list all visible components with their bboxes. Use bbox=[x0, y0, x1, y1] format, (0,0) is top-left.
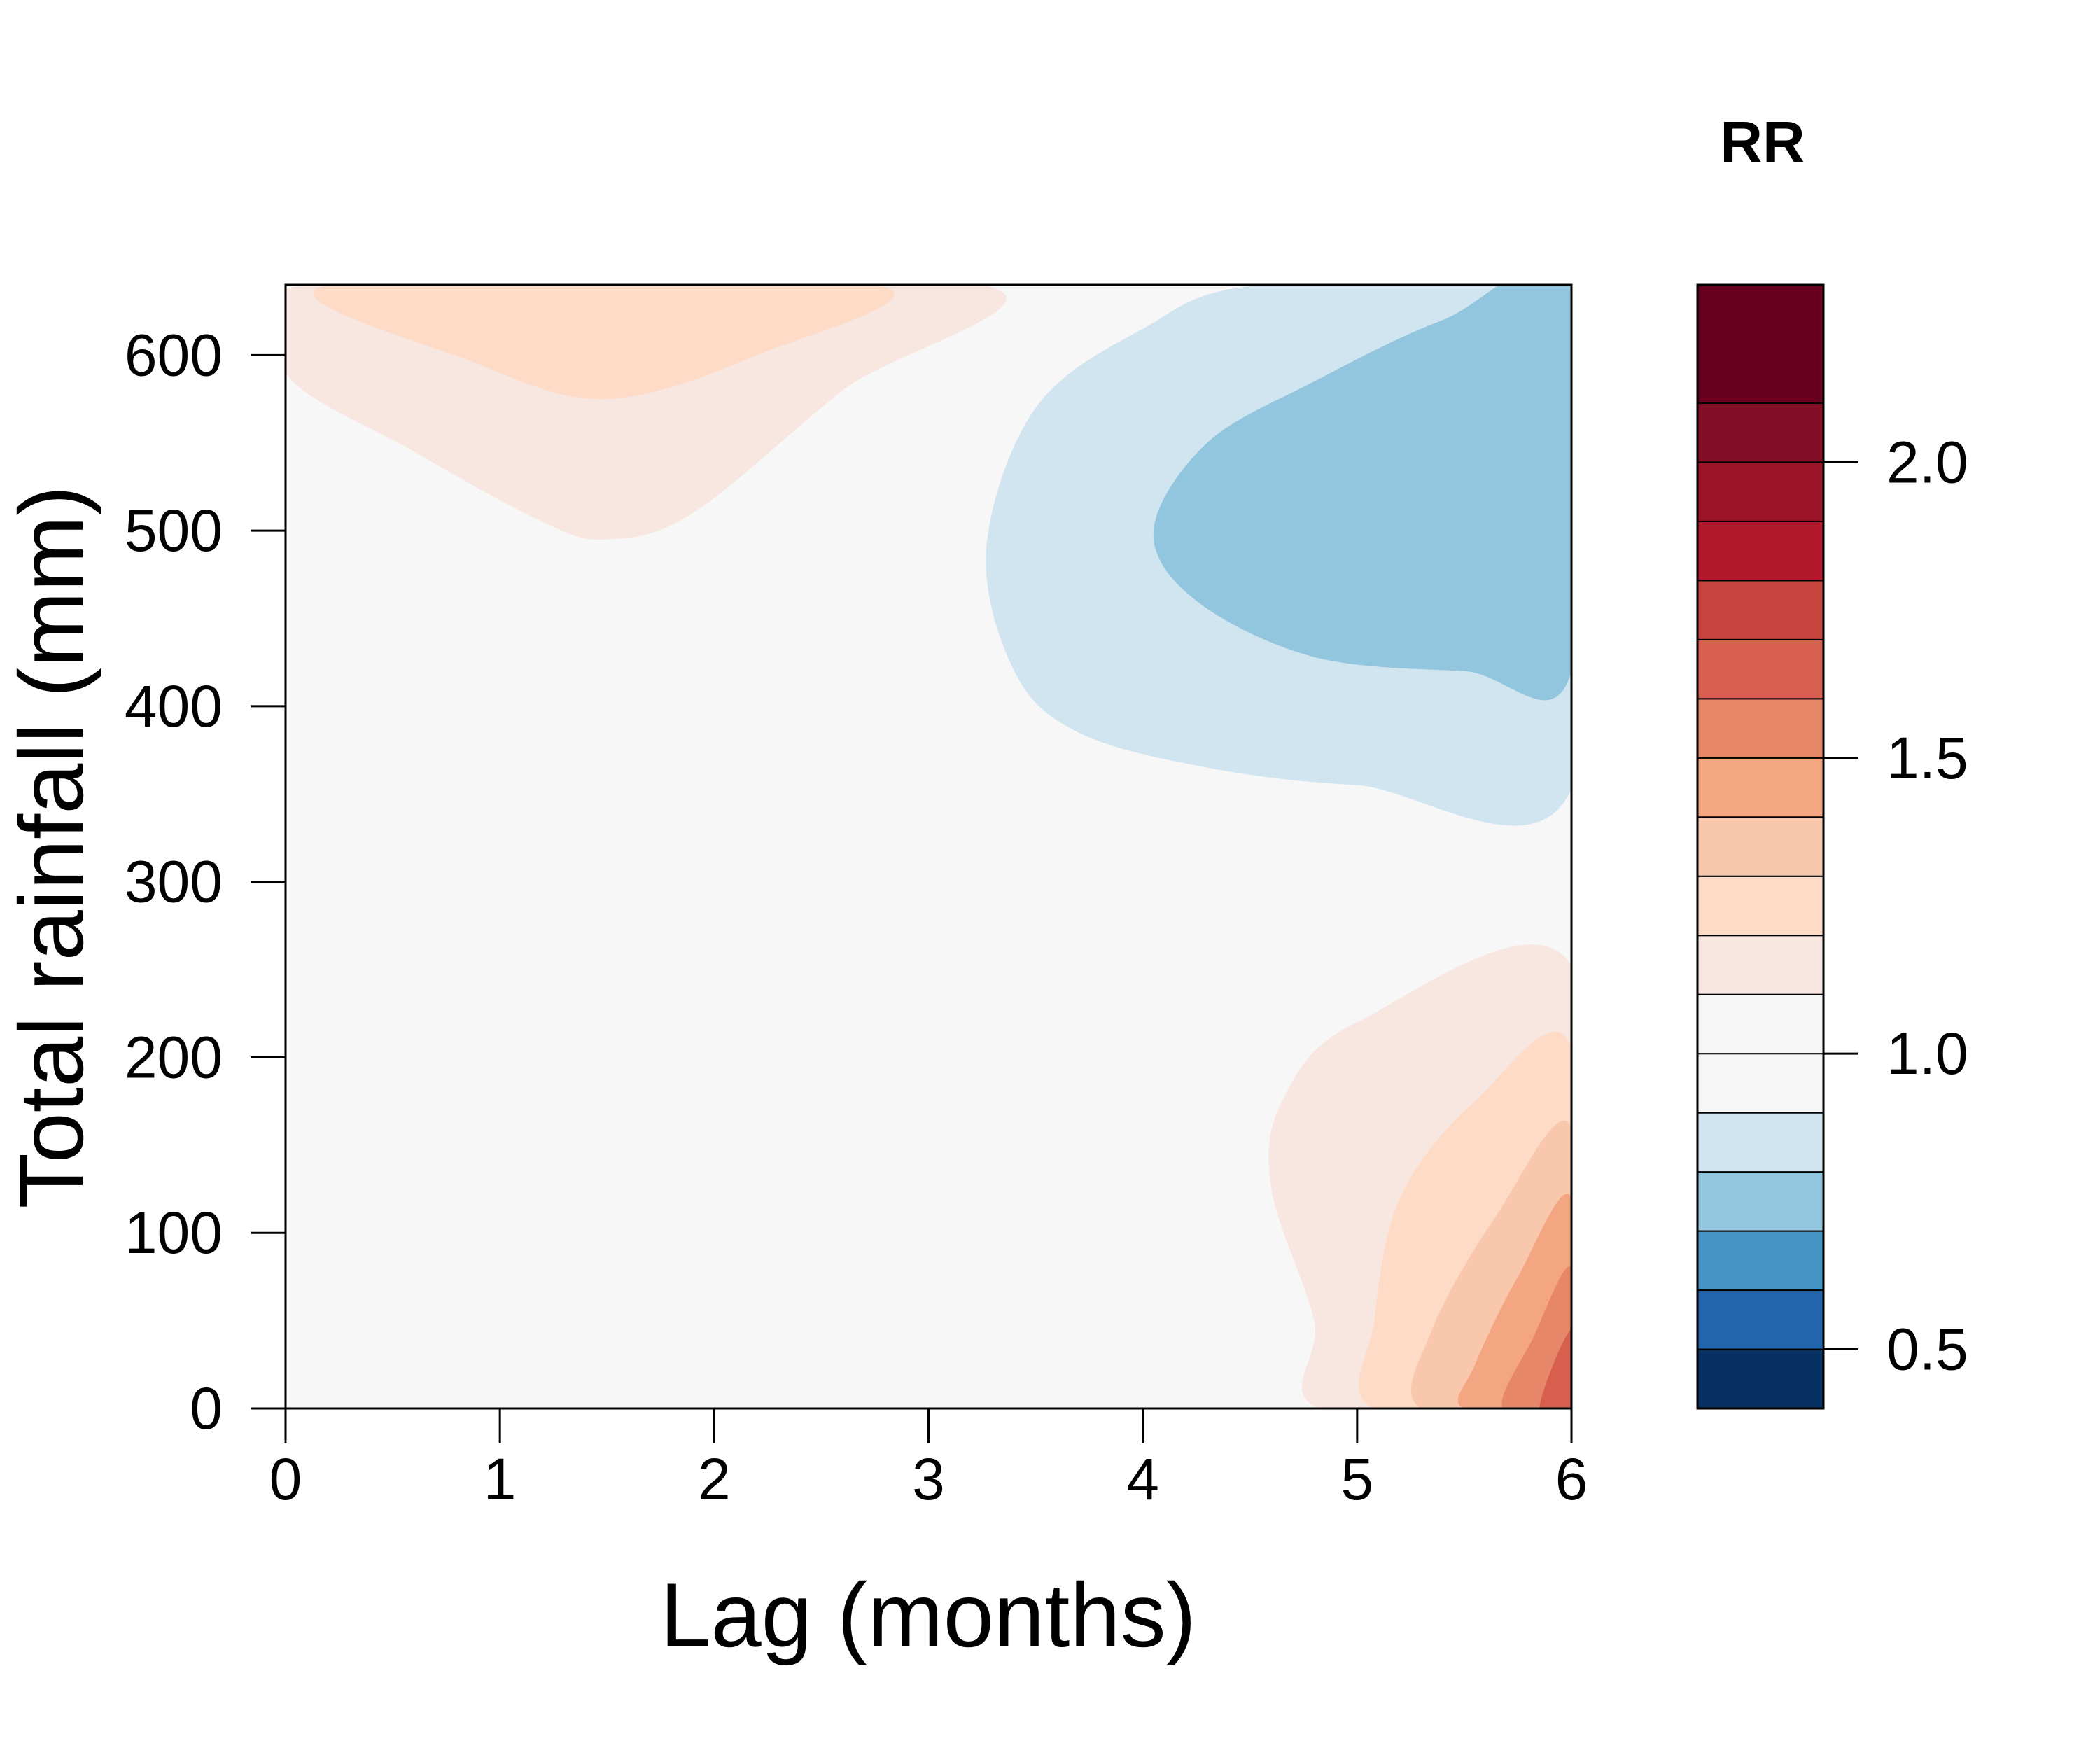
colorbar-bin-16 bbox=[1697, 402, 1824, 463]
plot-area bbox=[284, 284, 1573, 1410]
colorbar-bin-6 bbox=[1697, 993, 1824, 1055]
y-axis: 0 100 200 300 400 500 600 bbox=[125, 322, 286, 1441]
y-tick-label: 300 bbox=[125, 849, 223, 915]
colorbar-bin-14 bbox=[1697, 520, 1824, 582]
y-axis-title: Total rainfall (mm) bbox=[0, 486, 102, 1209]
y-tick-label: 400 bbox=[125, 673, 223, 739]
x-tick-label: 6 bbox=[1555, 1446, 1588, 1512]
x-tick-label: 1 bbox=[484, 1446, 517, 1512]
x-tick-label: 2 bbox=[698, 1446, 731, 1512]
x-tick-label: 3 bbox=[912, 1446, 945, 1512]
colorbar-title: RR bbox=[1720, 109, 1805, 175]
contour-region-9 bbox=[1539, 1329, 1572, 1408]
colorbar-bin-2 bbox=[1697, 1230, 1824, 1292]
colorbar-bin-5 bbox=[1697, 1053, 1824, 1114]
y-tick-label: 200 bbox=[125, 1024, 223, 1090]
contour-region-3 bbox=[1153, 285, 1572, 701]
y-tick-label: 100 bbox=[125, 1200, 223, 1266]
y-tick-label: 600 bbox=[125, 322, 223, 388]
y-tick-label: 0 bbox=[190, 1376, 223, 1441]
colorbar-bin-1 bbox=[1697, 1289, 1824, 1350]
colorbar-bin-8 bbox=[1697, 875, 1824, 937]
colorbar-bin-7 bbox=[1697, 934, 1824, 995]
colorbar-bin-17 bbox=[1697, 284, 1824, 404]
colorbar-bin-12 bbox=[1697, 638, 1824, 700]
colorbar-bin-9 bbox=[1697, 816, 1824, 877]
colorbar-frame bbox=[1696, 284, 1825, 1410]
x-tick-label: 5 bbox=[1340, 1446, 1373, 1512]
colorbar-bin-10 bbox=[1697, 757, 1824, 818]
colorbar: 0.5 1.0 1.5 2.0 bbox=[1696, 284, 1968, 1410]
colorbar-tick-label: 2.0 bbox=[1886, 429, 1968, 495]
x-tick-label: 0 bbox=[270, 1446, 302, 1512]
colorbar-bin-15 bbox=[1697, 461, 1824, 522]
x-axis-title: Lag (months) bbox=[660, 1564, 1196, 1666]
x-tick-label: 4 bbox=[1126, 1446, 1159, 1512]
contour-region-1 bbox=[313, 285, 895, 400]
colorbar-tick-label: 0.5 bbox=[1886, 1317, 1968, 1382]
contour-regions bbox=[286, 285, 1572, 1408]
colorbar-bin-13 bbox=[1697, 580, 1824, 640]
colorbar-tick-label: 1.0 bbox=[1886, 1021, 1968, 1086]
colorbar-bin-3 bbox=[1697, 1171, 1824, 1232]
colorbar-bin-4 bbox=[1697, 1112, 1824, 1173]
colorbar-bin-11 bbox=[1697, 698, 1824, 759]
colorbar-bin-0 bbox=[1697, 1348, 1824, 1410]
x-axis: 0 1 2 3 4 5 6 bbox=[270, 1408, 1588, 1512]
colorbar-tick-label: 1.5 bbox=[1886, 725, 1968, 791]
y-tick-label: 500 bbox=[125, 498, 223, 564]
